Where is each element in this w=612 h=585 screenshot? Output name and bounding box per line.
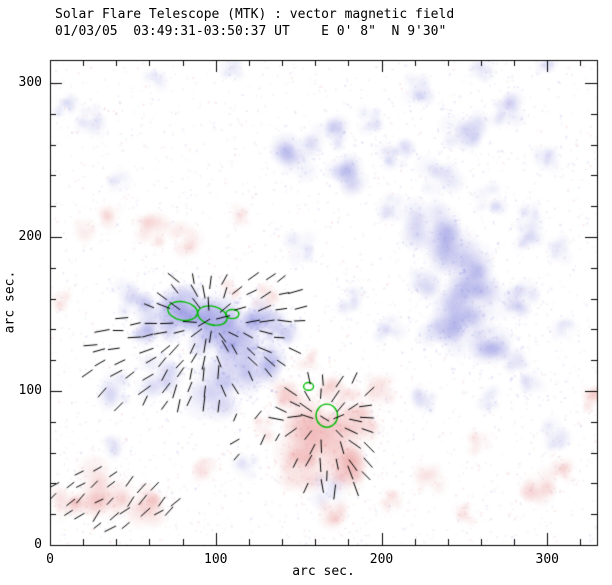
y-tick-label: 100 xyxy=(18,383,42,399)
y-tick-label: 300 xyxy=(18,75,42,91)
x-tick-label: 300 xyxy=(535,552,559,567)
y-axis-title: arc sec. xyxy=(2,270,18,334)
plot-subtitle: 01/03/05 03:49:31-03:50:37 UT E 0' 8" N … xyxy=(55,24,447,39)
x-axis-title: arc sec. xyxy=(292,564,355,579)
x-tick-label: 100 xyxy=(204,552,228,567)
y-tick-label: 0 xyxy=(34,537,42,552)
plot-title: Solar Flare Telescope (MTK) : vector mag… xyxy=(55,7,455,22)
x-tick-label: 0 xyxy=(46,552,54,567)
y-tick-label: 200 xyxy=(18,229,42,245)
x-tick-label: 200 xyxy=(369,552,394,567)
